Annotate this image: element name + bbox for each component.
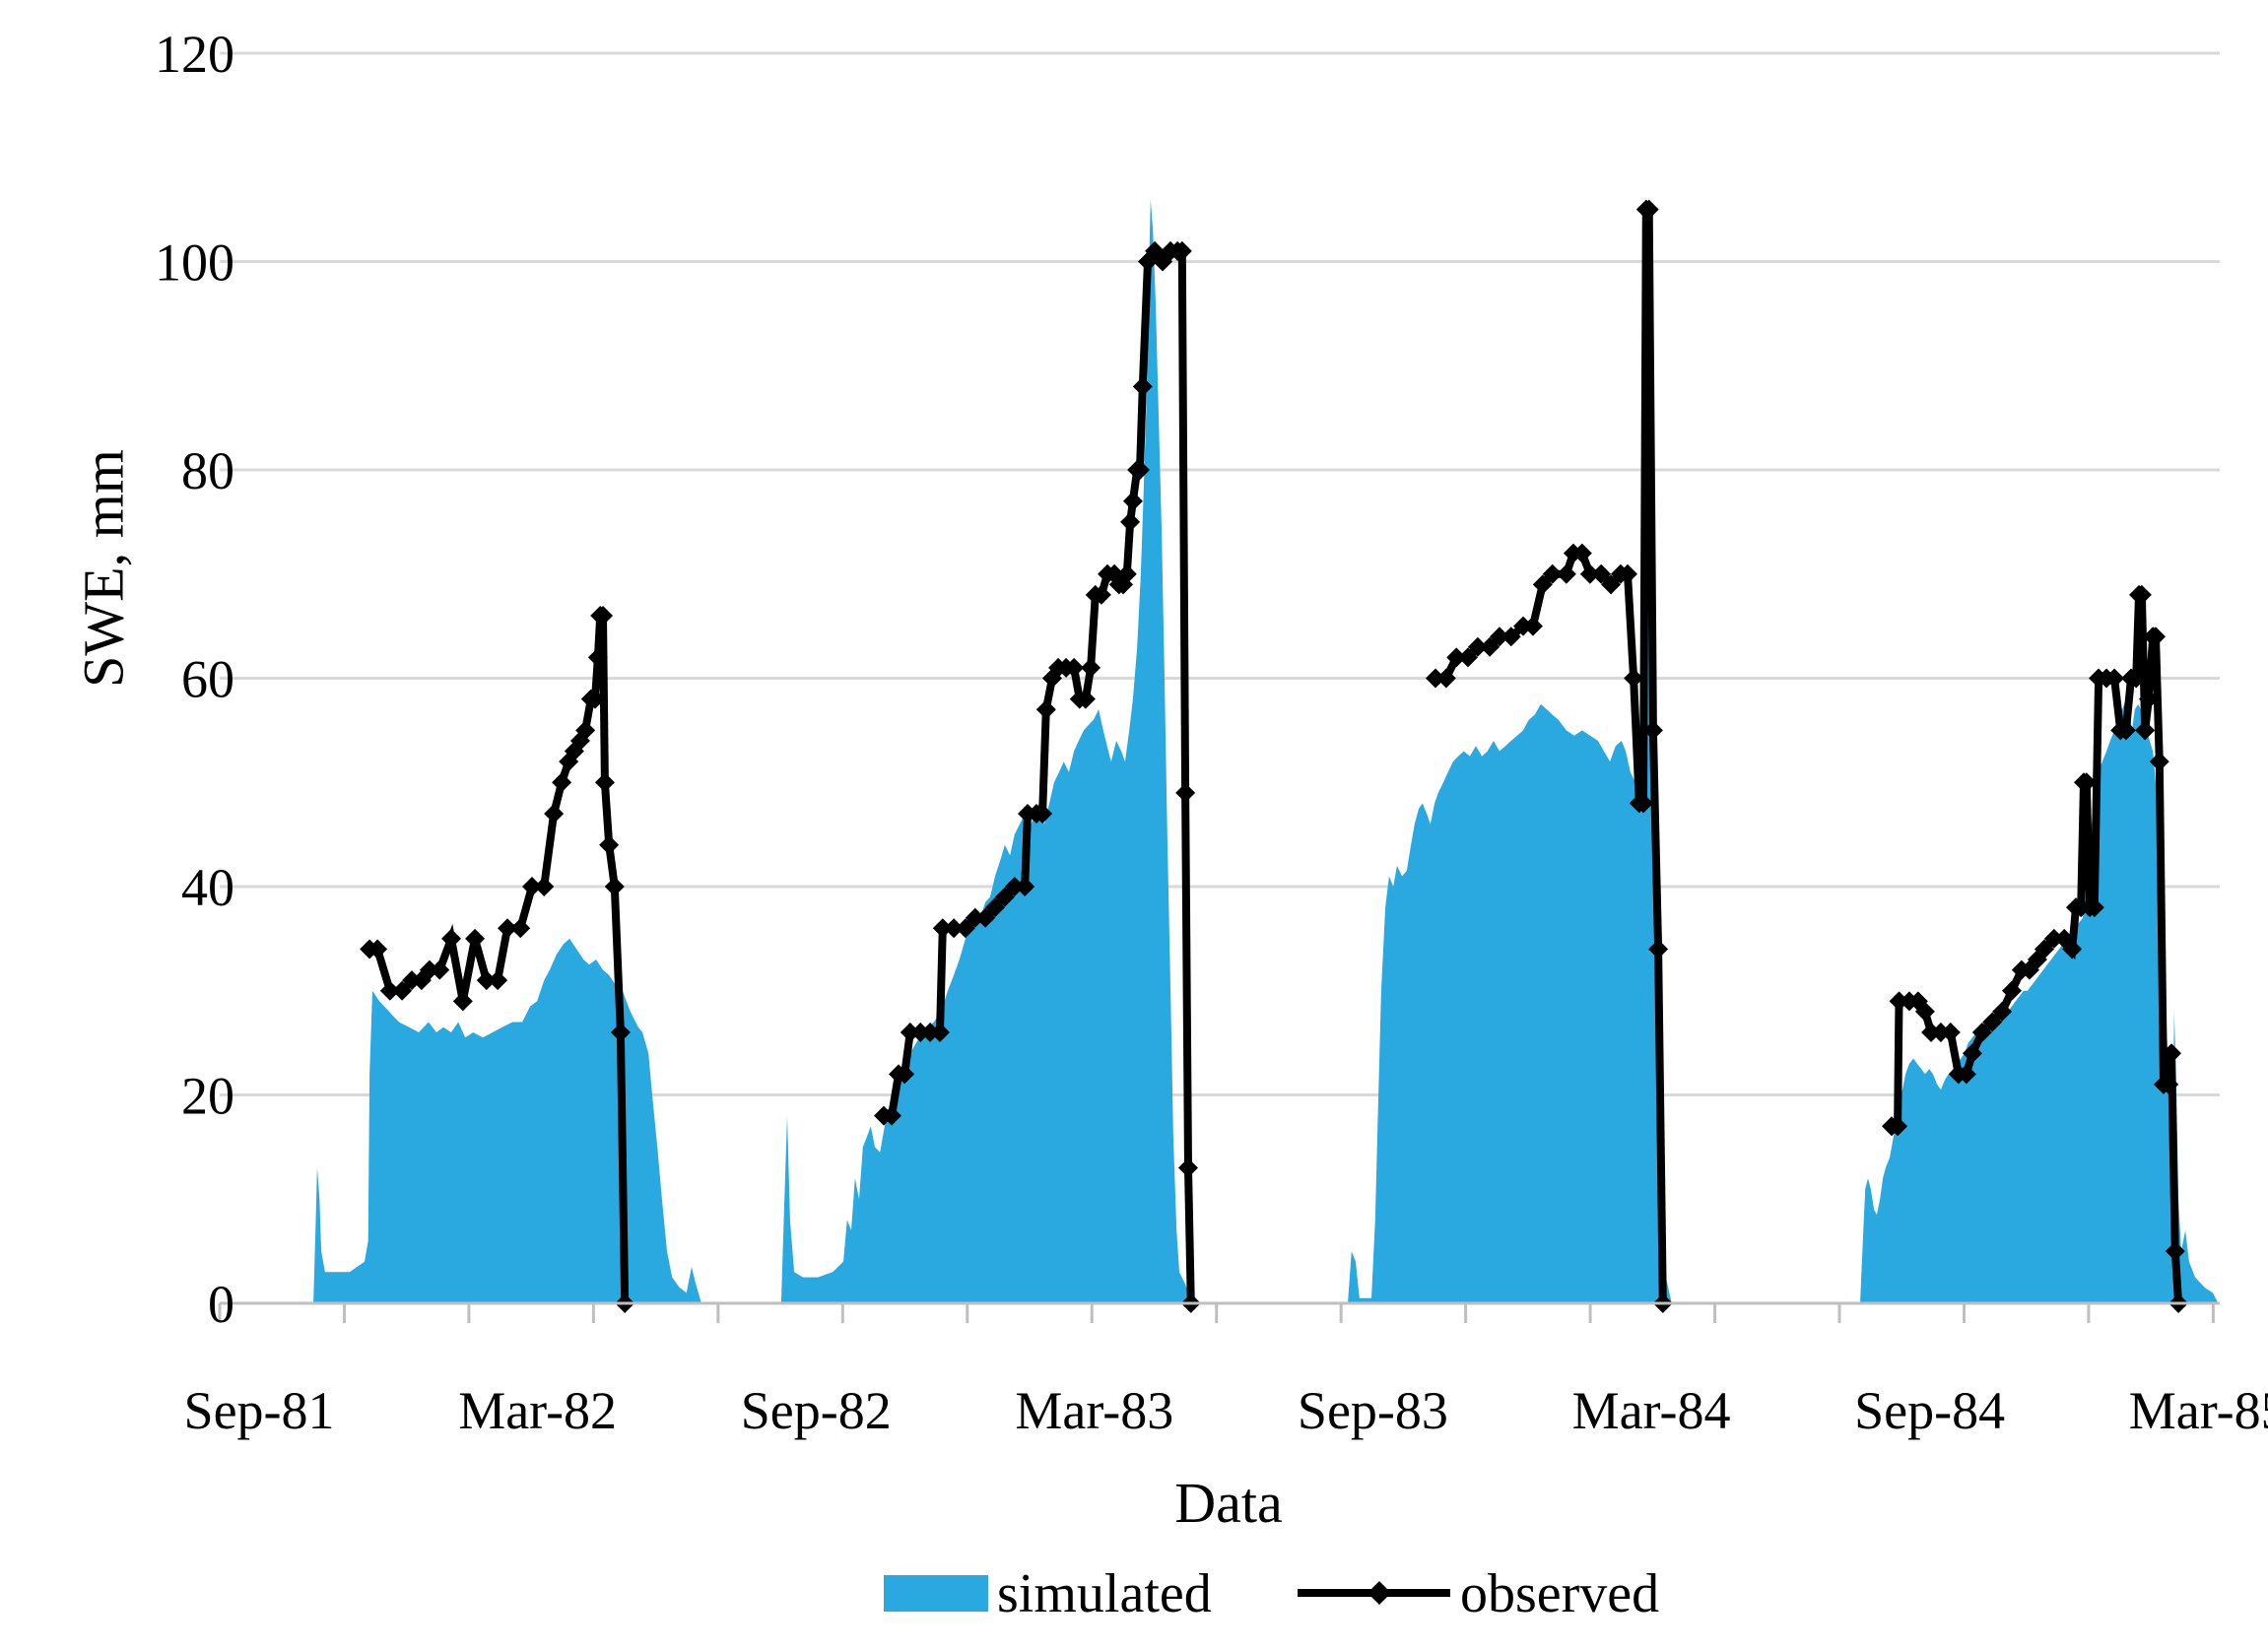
markers-observed xyxy=(360,199,2189,1313)
area-simulated xyxy=(313,199,2219,1304)
svg-text:0: 0 xyxy=(208,1275,234,1334)
svg-text:80: 80 xyxy=(181,441,234,500)
x-tick-labels: Sep-81 Mar-82 Sep-82 Mar-83 Sep-83 Mar-84 Sep-… xyxy=(184,1381,2268,1440)
svg-text:Mar-84: Mar-84 xyxy=(1572,1381,1731,1440)
svg-text:Mar-82: Mar-82 xyxy=(458,1381,617,1440)
svg-text:Sep-81: Sep-81 xyxy=(184,1381,335,1440)
svg-text:Sep-82: Sep-82 xyxy=(741,1381,892,1440)
svg-text:100: 100 xyxy=(155,233,234,293)
svg-text:40: 40 xyxy=(181,858,234,917)
svg-text:Sep-83: Sep-83 xyxy=(1298,1381,1448,1440)
legend-swatch-simulated xyxy=(884,1575,988,1612)
svg-text:20: 20 xyxy=(181,1067,234,1126)
y-axis-title: SWE, mm xyxy=(72,449,136,688)
svg-text:120: 120 xyxy=(155,25,234,84)
x-axis-title: Data xyxy=(1174,1471,1283,1535)
svg-text:60: 60 xyxy=(181,650,234,709)
svg-text:Mar-83: Mar-83 xyxy=(1015,1381,1173,1440)
svg-text:Sep-84: Sep-84 xyxy=(1854,1381,2005,1440)
legend-label-observed: observed xyxy=(1460,1563,1659,1624)
legend: simulated observed xyxy=(884,1563,1659,1624)
legend-marker-diamond-icon xyxy=(1367,1581,1391,1605)
legend-label-simulated: simulated xyxy=(997,1563,1212,1624)
x-axis xyxy=(218,1301,2220,1323)
gridlines xyxy=(220,51,2220,1096)
svg-text:Mar-85: Mar-85 xyxy=(2129,1381,2268,1440)
y-tick-labels: 0 20 40 60 80 100 120 xyxy=(155,25,234,1334)
